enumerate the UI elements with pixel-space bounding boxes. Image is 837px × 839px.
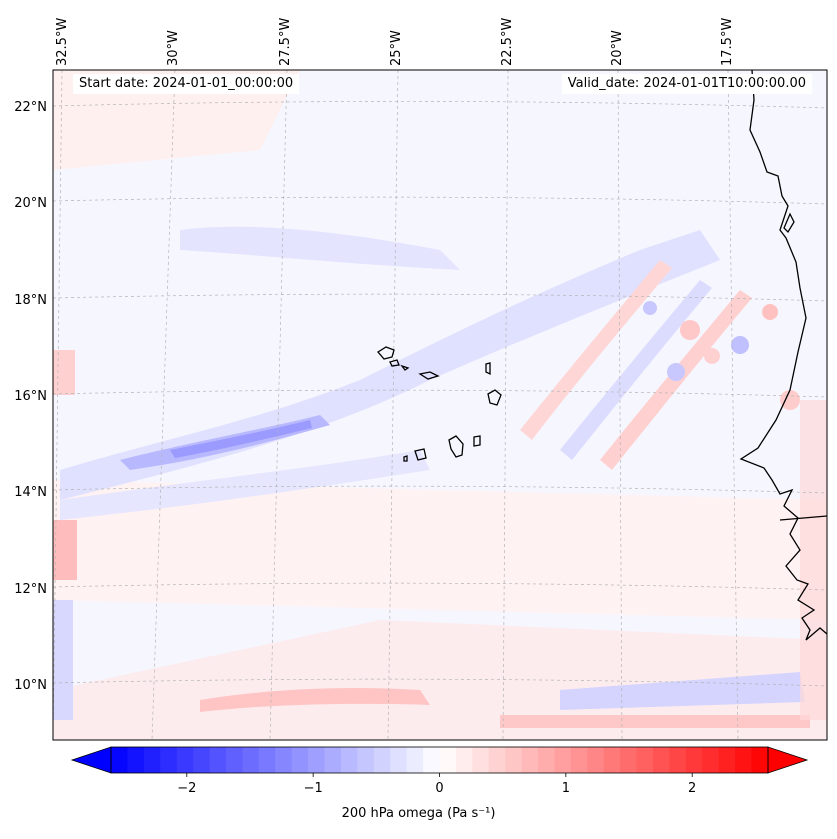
colorbar-segment — [718, 747, 736, 773]
colorbar-tick-label: 0 — [435, 781, 443, 796]
colorbar-segment — [538, 747, 556, 773]
colorbar-segment — [193, 747, 211, 773]
map-frame — [52, 69, 828, 741]
valid-date-label: Valid_date: 2024-01-01T10:00:00.00 — [561, 74, 812, 94]
lon-label: 30°W — [166, 30, 181, 66]
colorbar-segment — [225, 747, 243, 773]
colorbar-segment — [439, 747, 457, 773]
colorbar-segment — [587, 747, 605, 773]
colorbar-segment — [209, 747, 227, 773]
lat-label: 12°N — [14, 582, 47, 597]
colorbar-low-extend — [70, 746, 112, 774]
colorbar-segment — [127, 747, 145, 773]
colorbar-segment — [423, 747, 441, 773]
lat-label: 16°N — [14, 389, 47, 404]
latitude-labels: 22°N 20°N 18°N 16°N 14°N 12°N 10°N — [14, 100, 47, 693]
colorbar-tick-label: −1 — [304, 781, 323, 796]
colorbar-segment — [570, 747, 588, 773]
colorbar-segment — [357, 747, 375, 773]
lat-label: 22°N — [14, 100, 47, 115]
colorbar-segment — [176, 747, 194, 773]
lon-label: 17.5°W — [720, 18, 735, 66]
colorbar-segment — [406, 747, 424, 773]
graticule — [53, 70, 827, 740]
lon-label: 32.5°W — [55, 18, 70, 66]
colorbar: −2 −1 0 1 2 — [70, 746, 809, 796]
colorbar-segment — [455, 747, 473, 773]
colorbar-segment — [554, 747, 572, 773]
colorbar-tick-label: 2 — [688, 781, 696, 796]
colorbar-segment — [340, 747, 358, 773]
omega-field — [53, 70, 827, 740]
colorbar-segment — [636, 747, 654, 773]
colorbar-segment — [111, 747, 129, 773]
lat-label: 20°N — [14, 196, 47, 211]
africa-coastline — [739, 70, 827, 641]
colorbar-segment — [488, 747, 506, 773]
lon-label: 27.5°W — [278, 18, 293, 66]
colorbar-segment — [472, 747, 490, 773]
colorbar-segment — [653, 747, 671, 773]
lat-label: 14°N — [14, 485, 47, 500]
cabo-verde-islands — [377, 346, 502, 462]
colorbar-segment — [242, 747, 260, 773]
colorbar-segment — [160, 747, 178, 773]
colorbar-tick-label: 1 — [562, 781, 570, 796]
start-date-label: Start date: 2024-01-01_00:00:00 — [73, 74, 300, 94]
colorbar-segment — [291, 747, 309, 773]
colorbar-segment — [258, 747, 276, 773]
colorbar-segment — [143, 747, 161, 773]
colorbar-segment — [505, 747, 523, 773]
longitude-labels: 32.5°W 30°W 27.5°W 25°W 22.5°W 20°W 17.5… — [55, 18, 735, 66]
colorbar-segment — [685, 747, 703, 773]
colorbar-segment — [669, 747, 687, 773]
colorbar-segment — [373, 747, 391, 773]
colorbar-segment — [308, 747, 326, 773]
colorbar-segment — [521, 747, 539, 773]
lon-label: 20°W — [610, 30, 625, 66]
colorbar-segments — [111, 747, 769, 773]
colorbar-high-extend — [767, 746, 809, 774]
lat-label: 10°N — [14, 678, 47, 693]
colorbar-segment — [735, 747, 753, 773]
lon-label: 25°W — [389, 30, 404, 66]
colorbar-label: 200 hPa omega (Pa s⁻¹) — [341, 806, 496, 821]
colorbar-segment — [620, 747, 638, 773]
colorbar-segment — [390, 747, 408, 773]
lon-label: 22.5°W — [500, 18, 515, 66]
lat-label: 18°N — [14, 293, 47, 308]
colorbar-segment — [324, 747, 342, 773]
colorbar-segment — [603, 747, 621, 773]
colorbar-segment — [275, 747, 293, 773]
colorbar-ticks: −2 −1 0 1 2 — [177, 773, 696, 796]
colorbar-segment — [702, 747, 720, 773]
colorbar-tick-label: −2 — [177, 781, 196, 796]
colorbar-segment — [751, 747, 769, 773]
